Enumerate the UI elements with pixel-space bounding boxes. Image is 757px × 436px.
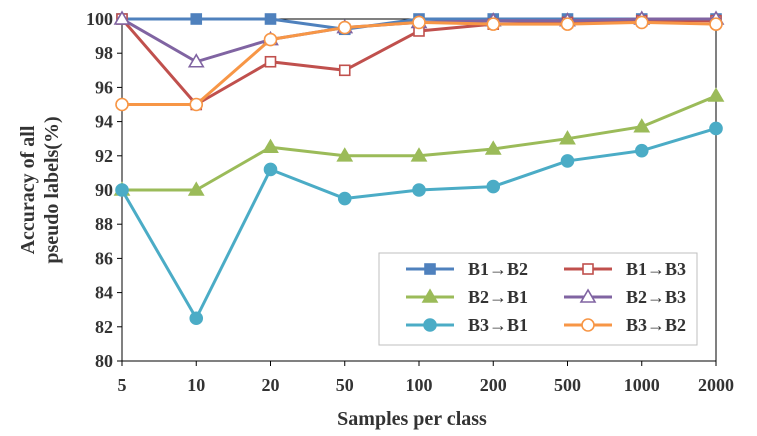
data-point xyxy=(263,162,278,177)
y-tick-label: 90 xyxy=(95,180,113,200)
x-tick-label: 200 xyxy=(480,375,507,395)
legend-item: B2→B3 xyxy=(564,287,686,307)
legend-marker xyxy=(581,318,595,332)
legend-marker xyxy=(579,288,597,303)
data-point xyxy=(336,147,354,162)
legend: B1→B2 B1→B3 B2→B1 B2→B3 B3→B1 B3→B2 xyxy=(378,252,698,346)
data-point xyxy=(338,64,351,77)
data-point xyxy=(187,53,205,68)
data-point xyxy=(707,87,725,102)
y-axis-title-line-2: pseudo labels(%) xyxy=(41,116,63,263)
series-layer xyxy=(113,10,725,326)
x-tick-label: 50 xyxy=(336,375,354,395)
legend-item: B3→B2 xyxy=(564,315,686,335)
data-point xyxy=(709,17,723,31)
x-tick-label: 20 xyxy=(262,375,280,395)
data-point xyxy=(187,181,205,196)
data-point xyxy=(189,97,204,112)
y-axis-ticks: 80 82 84 86 88 90 92 94 96 98 100 xyxy=(86,9,122,371)
x-axis-ticks: 5 10 20 50 100 200 500 1000 2000 xyxy=(118,361,734,395)
data-point xyxy=(115,183,129,197)
data-point xyxy=(709,121,723,136)
y-tick-label: 80 xyxy=(95,351,113,371)
legend-marker xyxy=(423,318,437,332)
series-5 xyxy=(115,121,723,326)
legend-marker xyxy=(421,288,439,303)
y-tick-label: 84 xyxy=(95,283,113,303)
y-tick-label: 88 xyxy=(95,214,113,234)
data-point xyxy=(262,138,279,154)
data-point xyxy=(264,13,277,25)
legend-label: B3→B1 xyxy=(468,315,528,335)
legend-marker xyxy=(424,263,436,275)
legend-label: B2→B3 xyxy=(626,287,686,307)
data-point xyxy=(410,147,428,162)
data-point xyxy=(189,311,204,326)
y-tick-label: 82 xyxy=(95,317,113,337)
data-point xyxy=(633,118,651,133)
legend-label: B1→B2 xyxy=(468,259,528,279)
y-axis-title: Accuracy of all pseudo labels(%) xyxy=(17,116,63,263)
y-tick-label: 86 xyxy=(95,248,113,268)
legend-item: B1→B3 xyxy=(564,259,686,279)
legend-label: B1→B3 xyxy=(626,259,686,279)
data-point xyxy=(634,15,649,30)
x-axis-title: Samples per class xyxy=(337,408,487,430)
data-point xyxy=(484,140,502,155)
x-tick-label: 2000 xyxy=(698,375,734,395)
legend-item: B1→B2 xyxy=(406,259,528,279)
data-point xyxy=(560,17,575,31)
y-tick-label: 98 xyxy=(95,43,113,63)
data-point xyxy=(115,97,129,112)
y-axis-title-line-1: Accuracy of all xyxy=(17,125,39,254)
legend-item: B3→B1 xyxy=(406,315,528,335)
x-tick-label: 1000 xyxy=(624,375,660,395)
x-tick-label: 5 xyxy=(118,375,127,395)
data-point xyxy=(486,17,501,31)
data-point xyxy=(486,179,501,194)
x-tick-label: 500 xyxy=(554,375,581,395)
x-tick-label: 10 xyxy=(187,375,205,395)
y-tick-label: 92 xyxy=(95,146,113,166)
data-point xyxy=(560,154,575,168)
legend-label: B3→B2 xyxy=(626,315,686,335)
data-point xyxy=(412,183,426,197)
legend-label: B2→B1 xyxy=(468,287,528,307)
legend-marker xyxy=(582,263,594,275)
data-point xyxy=(264,55,277,68)
data-point xyxy=(190,13,203,25)
data-point xyxy=(337,20,352,35)
legend-item: B2→B1 xyxy=(406,287,528,307)
data-point xyxy=(634,143,649,158)
data-point xyxy=(412,15,426,30)
x-tick-label: 100 xyxy=(406,375,433,395)
data-point xyxy=(113,10,131,25)
data-point xyxy=(337,191,352,206)
y-tick-label: 100 xyxy=(86,9,113,29)
y-tick-label: 96 xyxy=(95,77,113,97)
data-point xyxy=(559,130,576,145)
y-tick-label: 94 xyxy=(95,112,113,132)
series-6 xyxy=(115,15,723,112)
data-point xyxy=(263,32,278,47)
